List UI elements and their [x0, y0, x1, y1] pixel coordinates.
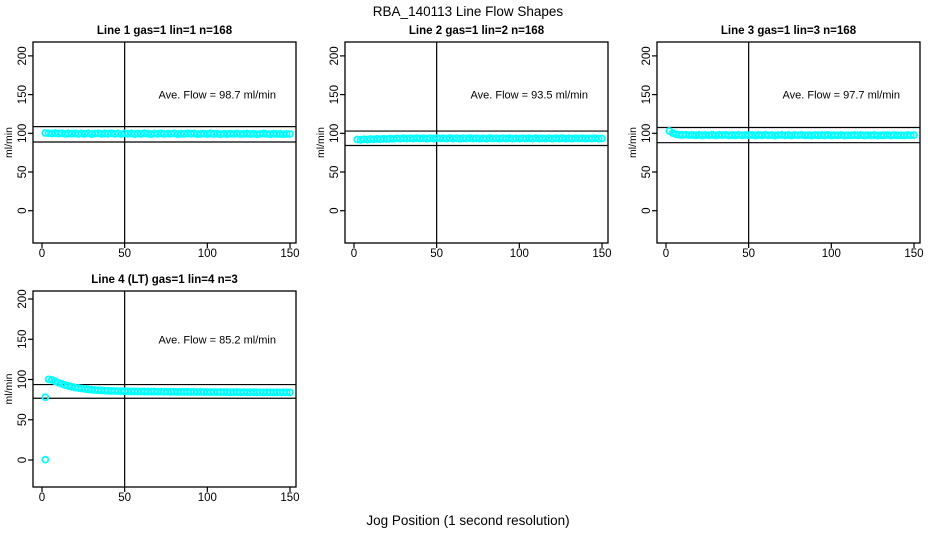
figure-x-axis-label: Jog Position (1 second resolution)	[366, 513, 570, 528]
data-point	[64, 382, 73, 390]
data-point	[41, 393, 50, 402]
y-tick-label: 100	[641, 124, 653, 143]
x-tick-label: 50	[430, 248, 443, 260]
y-tick-label: 50	[17, 166, 29, 179]
y-tick-label: 150	[17, 330, 29, 349]
y-tick-label: 200	[17, 289, 29, 308]
panel-title: Line 4 (LT) gas=1 lin=4 n=3	[91, 274, 237, 286]
data-points	[353, 134, 606, 144]
y-tick-label: 150	[641, 85, 653, 104]
data-point	[286, 130, 294, 138]
y-tick-label: 100	[329, 124, 341, 143]
figure-title: RBA_140113 Line Flow Shapes	[372, 4, 564, 19]
y-tick-label: 0	[329, 207, 341, 213]
data-points	[41, 375, 294, 464]
data-point	[594, 134, 603, 143]
y-axis-label: ml/min	[3, 127, 15, 158]
ave-flow-annotation: Ave. Flow = 93.5 ml/min	[471, 90, 588, 102]
data-points	[665, 127, 918, 140]
x-tick-label: 0	[663, 248, 669, 260]
panel-line2-plot: 0 50 100 150 0 50 100 150 200 ml/min Line 2 gas=1 …	[315, 25, 612, 260]
x-tick-label: 0	[351, 248, 357, 260]
data-point	[910, 131, 918, 140]
y-tick-label: 50	[17, 413, 29, 426]
x-tick-label: 100	[510, 248, 529, 260]
ave-flow-annotation: Ave. Flow = 98.7 ml/min	[159, 90, 276, 102]
plot-box	[344, 41, 609, 244]
x-tick-label: 100	[822, 248, 841, 260]
y-tick-label: 100	[17, 124, 29, 143]
x-tick-label: 150	[280, 248, 299, 260]
panel-line4-plot: 0 50 100 150 0 50 100 150 200 ml/min Line 4 (LT) g…	[3, 274, 300, 504]
data-point-outlier	[41, 455, 50, 464]
panel-title: Line 1 gas=1 lin=1 n=168	[97, 25, 233, 37]
panel-title: Line 2 gas=1 lin=2 n=168	[409, 25, 545, 37]
x-tick-label: 150	[592, 248, 611, 260]
data-point	[282, 388, 291, 397]
y-tick-label: 200	[329, 46, 341, 65]
data-point	[44, 375, 53, 384]
data-point	[286, 388, 294, 397]
y-tick-label: 200	[641, 46, 653, 65]
x-tick-label: 100	[198, 492, 217, 504]
ave-flow-annotation: Ave. Flow = 97.7 ml/min	[783, 90, 900, 102]
data-point	[282, 129, 291, 138]
x-tick-label: 0	[39, 492, 45, 504]
x-tick-label: 50	[118, 248, 131, 260]
x-tick-label: 0	[39, 248, 45, 260]
panel-line1-plot: 0 50 100 150 0 50 100 150 200 ml/min Line 1 gas=1 …	[3, 25, 300, 260]
y-tick-label: 0	[17, 207, 29, 213]
x-tick-label: 50	[742, 248, 755, 260]
x-tick-label: 50	[118, 492, 131, 504]
y-tick-label: 50	[329, 166, 341, 179]
y-tick-label: 100	[17, 370, 29, 389]
plot-box	[32, 290, 297, 488]
y-tick-label: 150	[17, 85, 29, 104]
x-tick-label: 150	[280, 492, 299, 504]
panel-line3-plot: 0 50 100 150 0 50 100 150 200 ml/min Line 3 gas=1 …	[627, 25, 924, 260]
data-points	[41, 129, 294, 139]
y-tick-label: 200	[17, 46, 29, 65]
y-tick-label: 50	[641, 166, 653, 179]
data-point	[598, 134, 606, 143]
y-axis-label: ml/min	[315, 127, 327, 158]
y-axis-label: ml/min	[627, 127, 639, 158]
y-tick-label: 0	[641, 207, 653, 213]
panel-title: Line 3 gas=1 lin=3 n=168	[721, 25, 857, 37]
y-tick-label: 0	[17, 457, 29, 463]
y-tick-label: 150	[329, 85, 341, 104]
ave-flow-annotation: Ave. Flow = 85.2 ml/min	[159, 334, 276, 346]
x-tick-label: 150	[904, 248, 923, 260]
x-tick-label: 100	[198, 248, 217, 260]
y-axis-label: ml/min	[3, 373, 15, 404]
data-point	[906, 131, 915, 140]
